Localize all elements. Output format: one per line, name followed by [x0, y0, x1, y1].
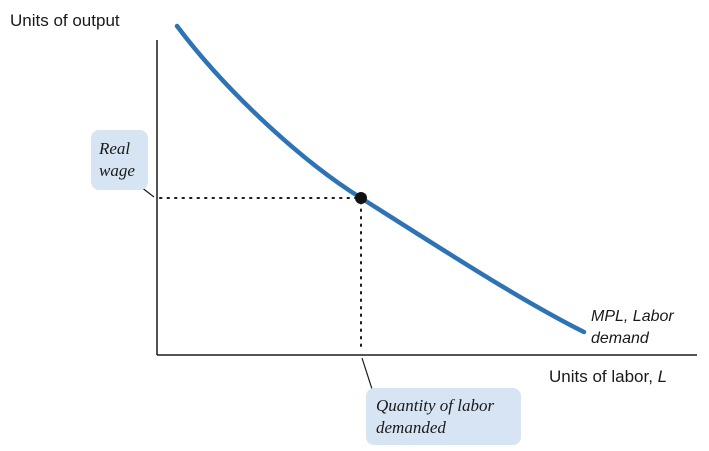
real-wage-line2: wage	[99, 161, 135, 180]
quantity-line2: demanded	[376, 418, 446, 437]
curve-label-line2: demand	[591, 330, 650, 347]
mpl-labor-demand-curve	[174, 23, 587, 335]
y-axis-label: Units of output	[10, 11, 120, 30]
quantity-line1: Quantity of labor	[376, 396, 494, 415]
equilibrium-point	[355, 192, 367, 204]
x-axis-label-prefix: Units of labor,	[549, 367, 658, 386]
real-wage-text: Real wage	[98, 139, 135, 180]
curve-label: MPL, Labor demand	[591, 308, 678, 347]
quantity-connector	[361, 357, 373, 390]
real-wage-box	[91, 130, 148, 190]
quantity-callout: Quantity of labor demanded	[361, 357, 521, 445]
x-axis-label: Units of labor, L	[549, 367, 667, 386]
real-wage-line1: Real	[98, 139, 130, 158]
x-axis-label-variable: L	[658, 367, 667, 386]
quantity-box	[366, 388, 521, 445]
curve-label-line1: MPL, Labor	[591, 308, 674, 325]
real-wage-callout: Real wage	[91, 130, 155, 198]
quantity-text: Quantity of labor demanded	[376, 396, 498, 437]
